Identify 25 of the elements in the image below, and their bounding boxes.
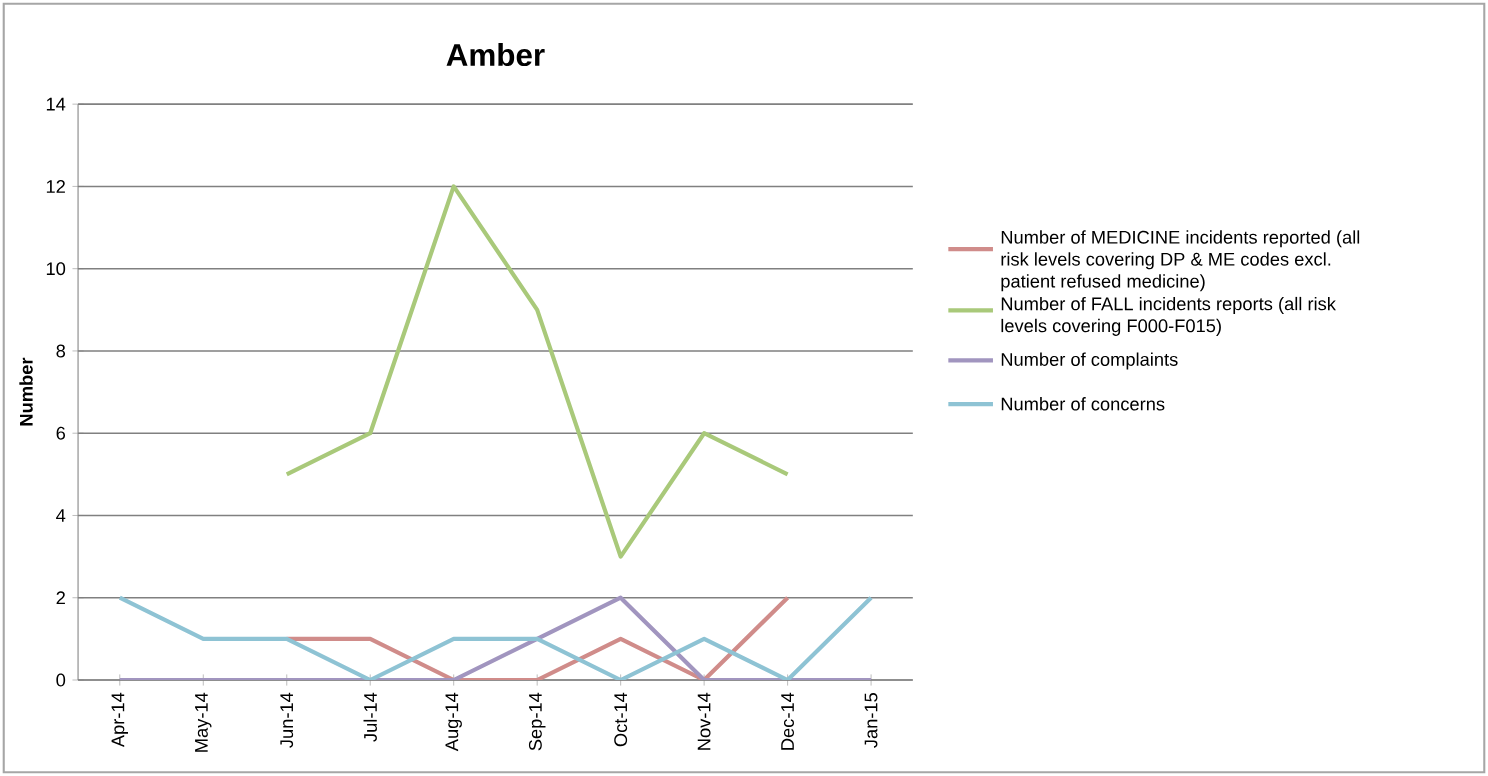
- y-tick-label: 14: [46, 97, 66, 111]
- x-tick-label: Aug-14: [445, 692, 462, 752]
- x-tick-label: Sep-14: [528, 692, 546, 751]
- x-tick-label: Oct-14: [614, 692, 628, 747]
- legend-label: Number of FALL incidents reports (all risk levels covering F000-F015): [1001, 296, 1336, 336]
- y-tick-label: 0: [56, 673, 66, 687]
- x-tick-label: Jul-14: [363, 692, 377, 742]
- y-tick-label: 10: [46, 262, 66, 276]
- line-series: [284, 184, 790, 559]
- y-tick-label: 12: [46, 180, 65, 193]
- x-tick-label: May-14: [195, 692, 212, 752]
- x-tick-label: Apr-14: [111, 692, 129, 748]
- x-tick-label: Jan-15: [864, 693, 878, 748]
- x-tick-label: Nov-14: [697, 692, 711, 750]
- x-tick-label: Dec-14: [781, 692, 794, 750]
- legend-label: Number of MEDICINE incidents reported (all risk levels covering DP & ME codes excl. patient refused medicine): [1001, 230, 1360, 292]
- x-tick-label: Jun-14: [280, 692, 294, 748]
- y-tick-label: 4: [56, 509, 66, 522]
- legend-label: Number of complaints: [1001, 352, 1178, 370]
- chart-title: Amber: [446, 43, 545, 67]
- legend-label: Number of concerns: [1001, 397, 1165, 411]
- y-tick-label: 8: [56, 344, 66, 358]
- y-axis-title: Number: [19, 357, 33, 426]
- y-tick-label: 2: [56, 591, 65, 605]
- y-tick-label: 6: [56, 426, 66, 440]
